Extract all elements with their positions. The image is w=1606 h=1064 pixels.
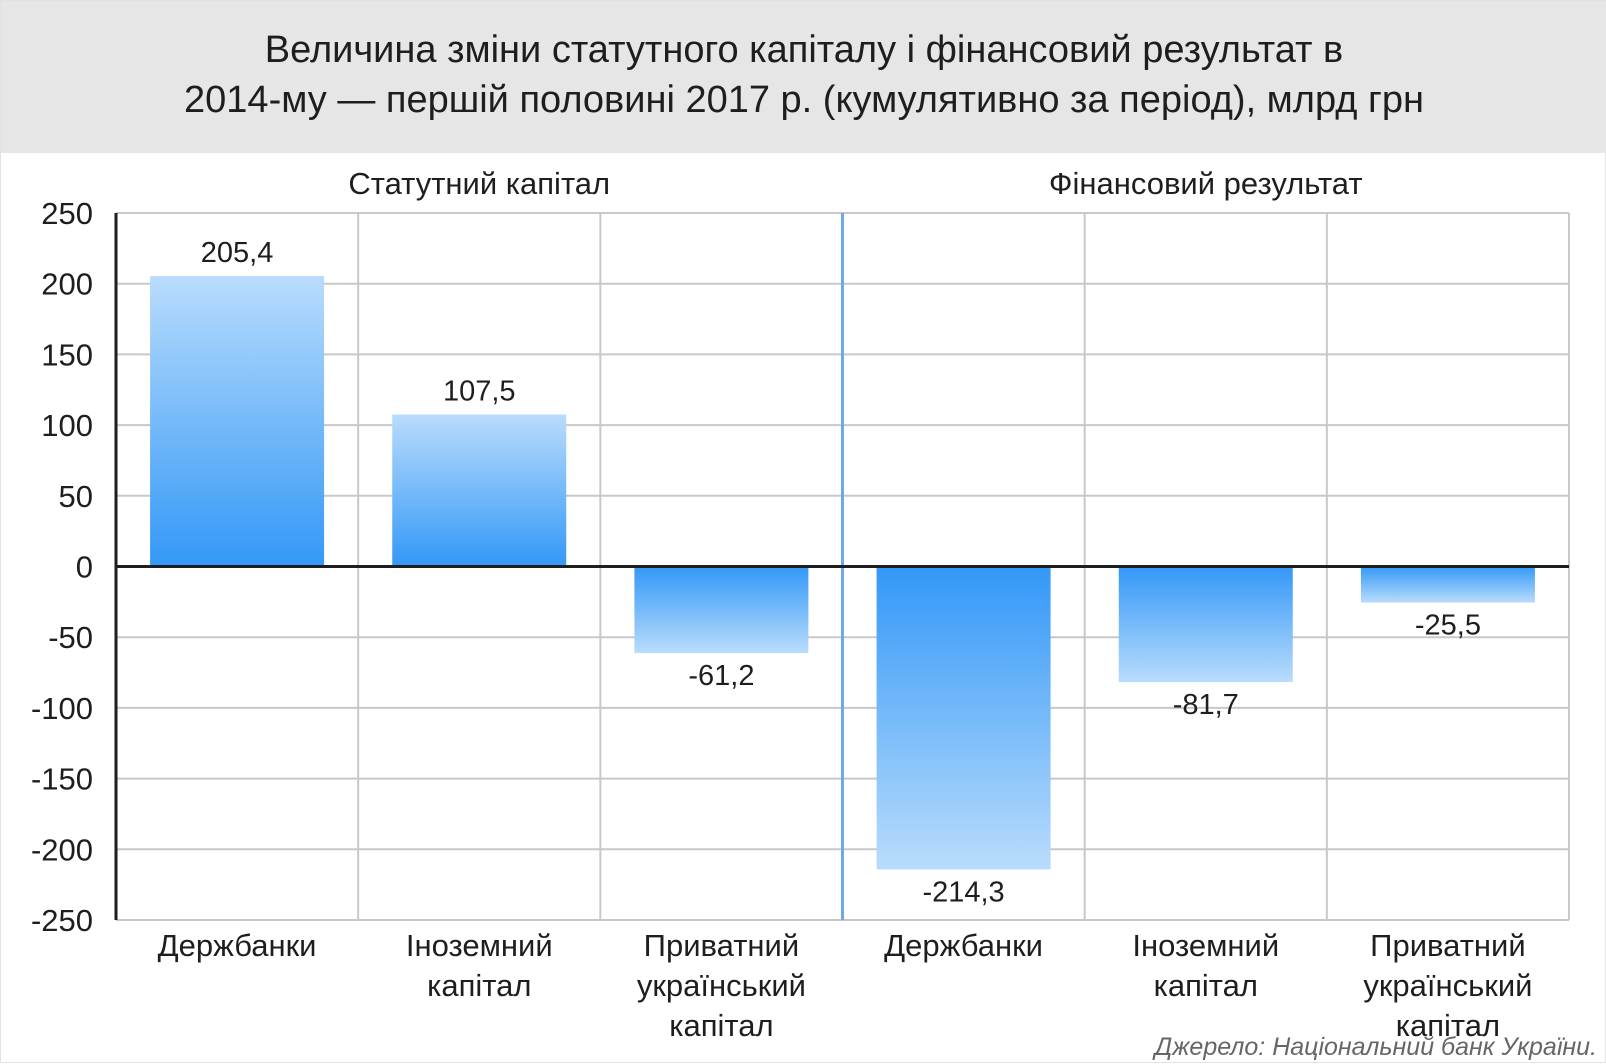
source-note: Джерело: Національний банк України. [1154, 1033, 1597, 1061]
y-tick-label: 200 [41, 267, 93, 302]
data-label: -61,2 [688, 660, 754, 692]
category-label: Приватний український капітал [637, 928, 806, 1043]
category-label: Іноземний капітал [1132, 928, 1279, 1003]
panel-label: Фінансовий результат [1049, 166, 1363, 201]
data-label: -214,3 [922, 877, 1004, 909]
y-tick-label: -250 [31, 903, 93, 938]
y-tick-label: -100 [31, 691, 93, 726]
data-label: 107,5 [443, 375, 516, 407]
y-tick-label: 100 [41, 408, 93, 443]
y-tick-label: 0 [76, 550, 93, 585]
category-label: Держбанки [884, 928, 1043, 963]
bar [1118, 566, 1293, 683]
panel-label: Статутний капітал [348, 166, 610, 201]
y-tick-label: -200 [31, 832, 93, 867]
bar [150, 276, 325, 567]
category-label: Іноземний капітал [406, 928, 553, 1003]
y-tick-label: 50 [59, 479, 93, 514]
y-tick-label: 250 [41, 196, 93, 231]
title-bar: Величина зміни статутного капіталу і фін… [1, 1, 1606, 153]
bar-chart: 250 200 150 100 50 0 -50 -100 -150 -200 -250 Статут… [31, 166, 1570, 1043]
bar [392, 414, 567, 567]
data-label: -81,7 [1173, 689, 1239, 721]
data-label: 205,4 [201, 237, 274, 269]
data-label: -25,5 [1415, 610, 1481, 642]
category-label: Приватний український капітал [1363, 928, 1532, 1043]
y-tick-label: -150 [31, 762, 93, 797]
category-label: Держбанки [158, 928, 317, 963]
y-tick-label: -50 [48, 620, 93, 655]
bar [634, 566, 809, 654]
bar [876, 566, 1051, 870]
chart-title: Величина зміни статутного капіталу і фін… [184, 29, 1424, 121]
bar [1360, 566, 1535, 603]
y-tick-label: 150 [41, 337, 93, 372]
